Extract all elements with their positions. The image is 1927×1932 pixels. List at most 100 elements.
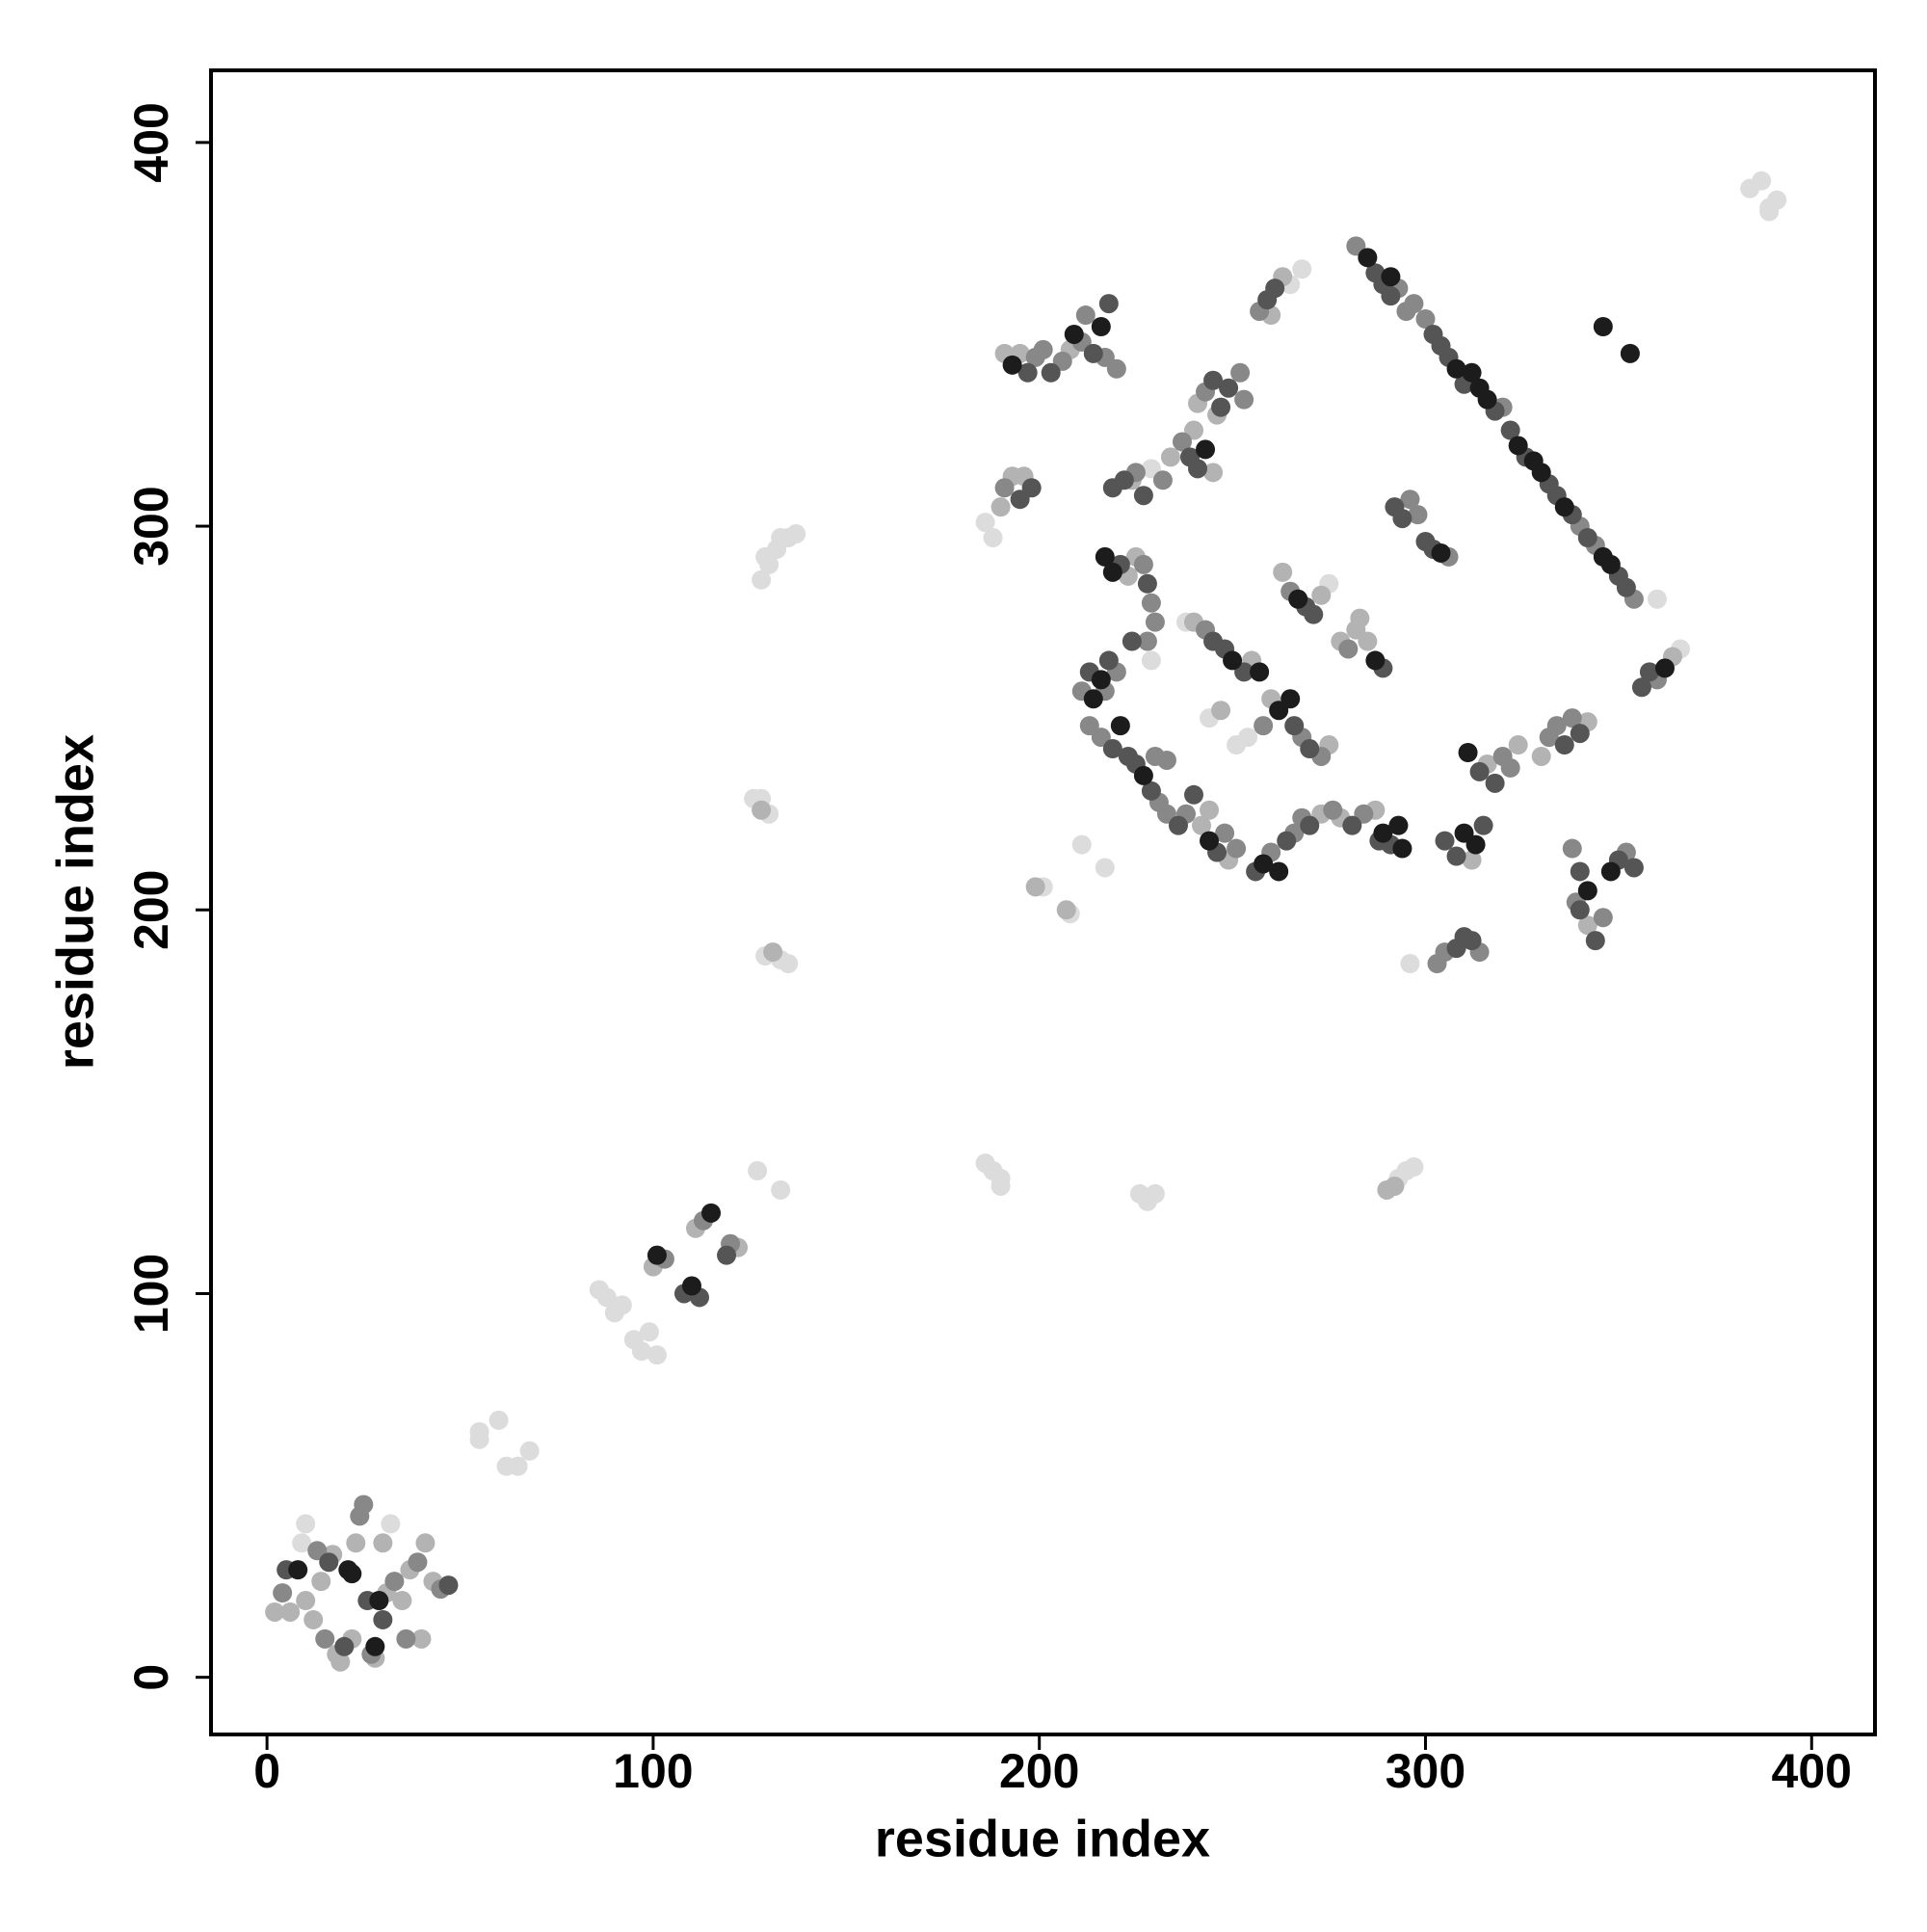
point xyxy=(315,1628,335,1649)
y-tick-label: 200 xyxy=(124,870,178,950)
point xyxy=(1647,589,1667,609)
point xyxy=(1200,831,1220,851)
point xyxy=(1485,773,1505,793)
point xyxy=(990,1176,1011,1196)
x-tick-label: 300 xyxy=(1386,1744,1465,1798)
point xyxy=(1431,543,1451,563)
point xyxy=(1102,562,1122,582)
point xyxy=(1172,432,1192,452)
point xyxy=(1554,735,1574,755)
point xyxy=(983,528,1003,548)
point xyxy=(1508,436,1528,456)
point xyxy=(1616,577,1636,597)
point xyxy=(1002,355,1022,375)
point xyxy=(1168,815,1188,835)
x-tick-label: 200 xyxy=(999,1744,1079,1798)
plot-frame xyxy=(209,68,1877,1736)
point xyxy=(508,1456,528,1476)
point xyxy=(1145,1183,1165,1204)
point xyxy=(1269,861,1289,882)
point xyxy=(1554,497,1574,517)
point xyxy=(681,1276,701,1296)
point xyxy=(330,1652,351,1672)
point xyxy=(1265,278,1285,299)
point xyxy=(1631,677,1651,698)
point xyxy=(1300,739,1320,759)
point xyxy=(1400,954,1420,974)
point xyxy=(1102,739,1122,759)
point xyxy=(1203,463,1224,483)
x-tick-label: 0 xyxy=(253,1744,280,1798)
point xyxy=(1373,823,1393,843)
point xyxy=(1593,908,1613,928)
point xyxy=(1531,746,1551,766)
point xyxy=(1508,735,1528,755)
point xyxy=(1156,750,1176,770)
point xyxy=(1203,370,1224,390)
point xyxy=(369,1591,389,1611)
point xyxy=(1654,658,1675,678)
point xyxy=(1404,1157,1424,1178)
point xyxy=(748,1161,768,1181)
point xyxy=(438,1575,459,1596)
point xyxy=(631,1341,651,1362)
point xyxy=(1462,850,1482,870)
point xyxy=(647,1245,667,1265)
point xyxy=(1415,309,1436,330)
point xyxy=(1388,815,1409,835)
point xyxy=(1462,362,1482,383)
point xyxy=(1639,662,1659,682)
point xyxy=(1075,305,1095,326)
x-axis-title: residue index xyxy=(875,1810,1210,1867)
point xyxy=(1184,784,1204,805)
y-tick-label: 0 xyxy=(124,1664,178,1691)
point xyxy=(1500,757,1520,778)
point xyxy=(1323,800,1343,820)
point xyxy=(975,513,995,533)
point xyxy=(519,1441,540,1461)
point xyxy=(596,1287,617,1308)
point xyxy=(304,1609,324,1629)
point xyxy=(1577,528,1597,548)
point xyxy=(1500,420,1520,440)
point xyxy=(411,1628,432,1649)
point xyxy=(1071,834,1092,855)
point xyxy=(1311,585,1332,605)
point xyxy=(1122,631,1142,651)
point xyxy=(1234,389,1254,410)
point xyxy=(1465,834,1486,855)
point xyxy=(1358,248,1378,268)
point xyxy=(1280,689,1301,709)
point xyxy=(1211,397,1231,417)
point xyxy=(786,524,806,544)
point xyxy=(1141,650,1161,671)
point xyxy=(1477,389,1497,410)
point xyxy=(1593,316,1613,336)
point xyxy=(1473,815,1493,835)
point xyxy=(1095,858,1115,878)
point xyxy=(1381,286,1401,306)
point xyxy=(1114,470,1134,490)
point xyxy=(1759,201,1780,222)
point xyxy=(763,942,783,963)
point xyxy=(1570,724,1590,744)
point xyxy=(1137,631,1157,651)
point xyxy=(1133,554,1153,574)
point xyxy=(1408,505,1428,525)
point xyxy=(365,1636,385,1656)
point xyxy=(1098,294,1119,314)
point xyxy=(1570,900,1590,920)
point xyxy=(1110,716,1130,736)
point xyxy=(1041,362,1061,383)
point xyxy=(354,1495,374,1515)
point xyxy=(1577,881,1597,901)
point xyxy=(1137,573,1157,594)
point xyxy=(1017,362,1038,383)
y-tick-label: 400 xyxy=(124,102,178,182)
point xyxy=(373,1533,393,1553)
point xyxy=(701,1203,722,1223)
point xyxy=(779,954,799,974)
point xyxy=(1546,716,1567,736)
point xyxy=(396,1628,416,1649)
